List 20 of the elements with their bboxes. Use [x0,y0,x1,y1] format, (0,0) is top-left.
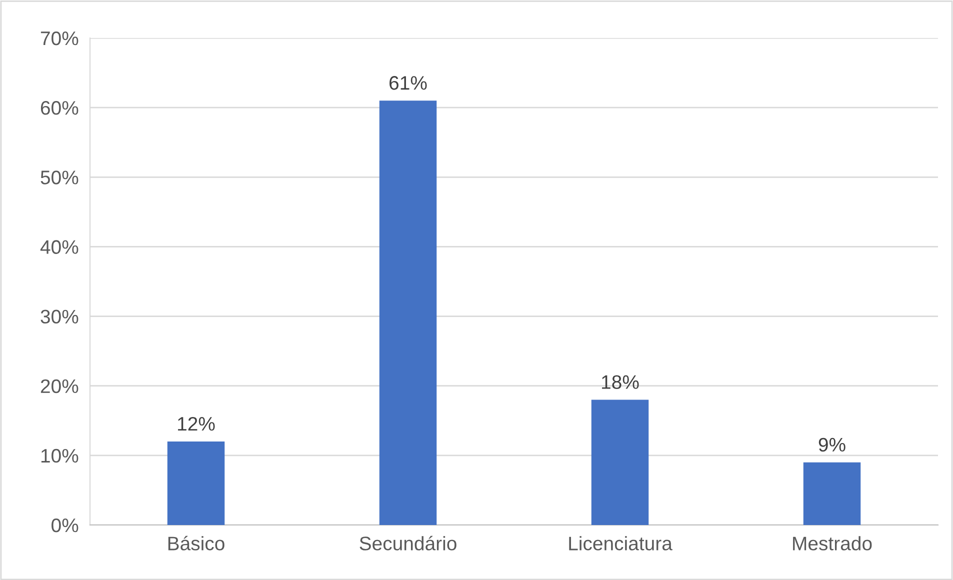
data-label: 18% [602,375,639,389]
bar [379,100,437,525]
bar [803,462,861,525]
y-tick-label: 0% [52,518,78,532]
x-tick-label: Licenciatura [569,536,672,550]
x-tick-label: Secundário [360,536,456,550]
y-tick-label: 40% [40,240,78,254]
bar [167,442,225,525]
y-tick-label: 20% [40,379,78,394]
data-label: 61% [390,76,427,90]
bar [591,400,649,525]
data-label: 12% [178,416,215,431]
y-tick-label: 10% [41,448,78,463]
x-tick-label: Mestrado [793,536,872,550]
data-label: 9% [818,438,846,452]
y-tick-label: 30% [40,310,78,324]
x-tick-label: Básico [168,536,224,550]
y-tick-label: 60% [40,101,78,115]
y-tick-label: 70% [40,31,78,46]
y-tick-label: 50% [40,170,78,184]
